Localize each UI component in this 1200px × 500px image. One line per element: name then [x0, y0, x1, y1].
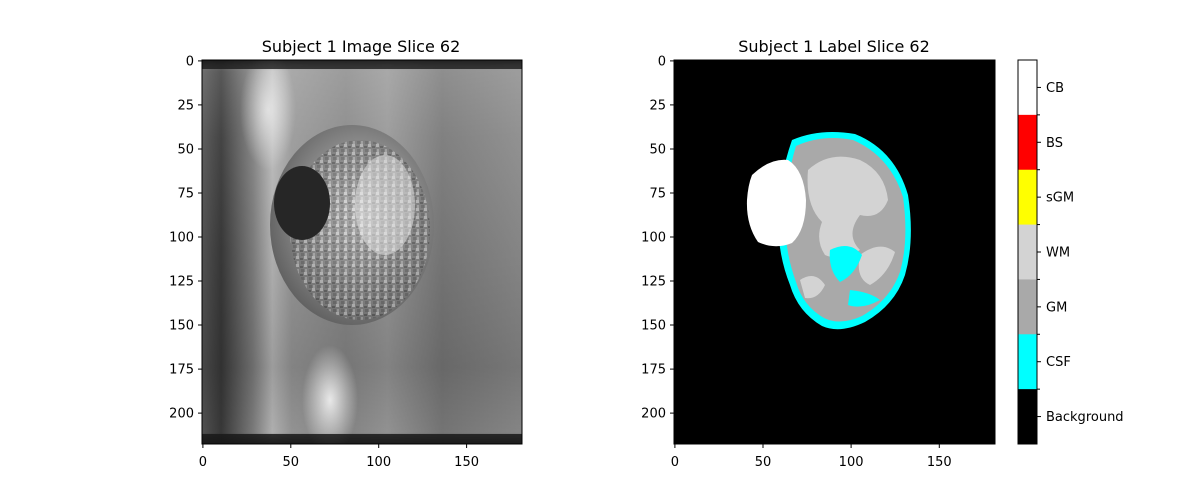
label-xtick-label: 150 — [927, 455, 952, 470]
colorbar-label: Background — [1046, 410, 1124, 425]
image-ytick-label: 0 — [186, 55, 194, 70]
colorbar-label: CSF — [1046, 355, 1071, 370]
colorbar-label: BS — [1046, 136, 1063, 151]
image-ytick-label: 150 — [169, 319, 194, 334]
colorbar-segment — [1018, 389, 1037, 445]
image-xtick-label: 100 — [366, 455, 391, 470]
colorbar-label: GM — [1046, 300, 1067, 315]
label-ytick-label: 125 — [641, 275, 666, 290]
label-ytick-label: 0 — [658, 55, 666, 70]
label-axes-frame — [673, 59, 996, 445]
image-ytick-label: 75 — [177, 187, 194, 202]
colorbar-label: WM — [1046, 246, 1070, 261]
label-axes: Subject 1 Label Slice 62 0 50 100 — [641, 37, 996, 470]
image-xtick-label: 50 — [283, 455, 300, 470]
label-ytick-label: 175 — [641, 363, 666, 378]
label-ytick-label: 100 — [641, 231, 666, 246]
image-ytick-label: 125 — [169, 275, 194, 290]
colorbar-label: CB — [1046, 81, 1064, 96]
label-y-ticks: 0 25 50 75 100 125 150 175 200 — [641, 55, 674, 422]
label-slice — [674, 60, 995, 444]
image-x-ticks: 0 50 100 150 — [199, 444, 479, 470]
image-xtick-label: 0 — [199, 455, 207, 470]
label-ytick-label: 50 — [649, 143, 666, 158]
image-ytick-label: 200 — [169, 407, 194, 422]
label-xtick-label: 100 — [839, 455, 864, 470]
image-axes-frame — [201, 59, 523, 445]
image-ytick-label: 175 — [169, 363, 194, 378]
label-ytick-label: 75 — [649, 187, 666, 202]
colorbar-segment — [1018, 114, 1037, 171]
colorbar-label: sGM — [1046, 191, 1074, 206]
label-x-ticks: 0 50 100 150 — [671, 444, 952, 470]
image-xtick-label: 150 — [454, 455, 479, 470]
image-ytick-label: 25 — [177, 99, 194, 114]
colorbar-segment — [1018, 60, 1037, 116]
label-title: Subject 1 Label Slice 62 — [738, 37, 930, 56]
label-xtick-label: 0 — [671, 455, 679, 470]
label-xtick-label: 50 — [755, 455, 772, 470]
image-axes: Subject 1 Image Slice 62 0 50 100 — [169, 37, 523, 470]
colorbar-segment — [1018, 334, 1037, 390]
image-slice — [202, 60, 522, 444]
colorbar-segment — [1018, 169, 1037, 226]
label-ytick-label: 200 — [641, 407, 666, 422]
image-ytick-label: 100 — [169, 231, 194, 246]
image-y-ticks: 0 25 50 75 100 125 150 175 200 — [169, 55, 202, 422]
label-ytick-label: 150 — [641, 319, 666, 334]
colorbar-frame — [1017, 59, 1038, 445]
image-ytick-label: 50 — [177, 143, 194, 158]
label-ytick-label: 25 — [649, 99, 666, 114]
colorbar-segment — [1018, 279, 1037, 335]
image-title: Subject 1 Image Slice 62 — [262, 37, 461, 56]
colorbar-segment — [1018, 224, 1037, 280]
colorbar: CB BS sGM WM GM CSF Background — [1017, 59, 1124, 445]
